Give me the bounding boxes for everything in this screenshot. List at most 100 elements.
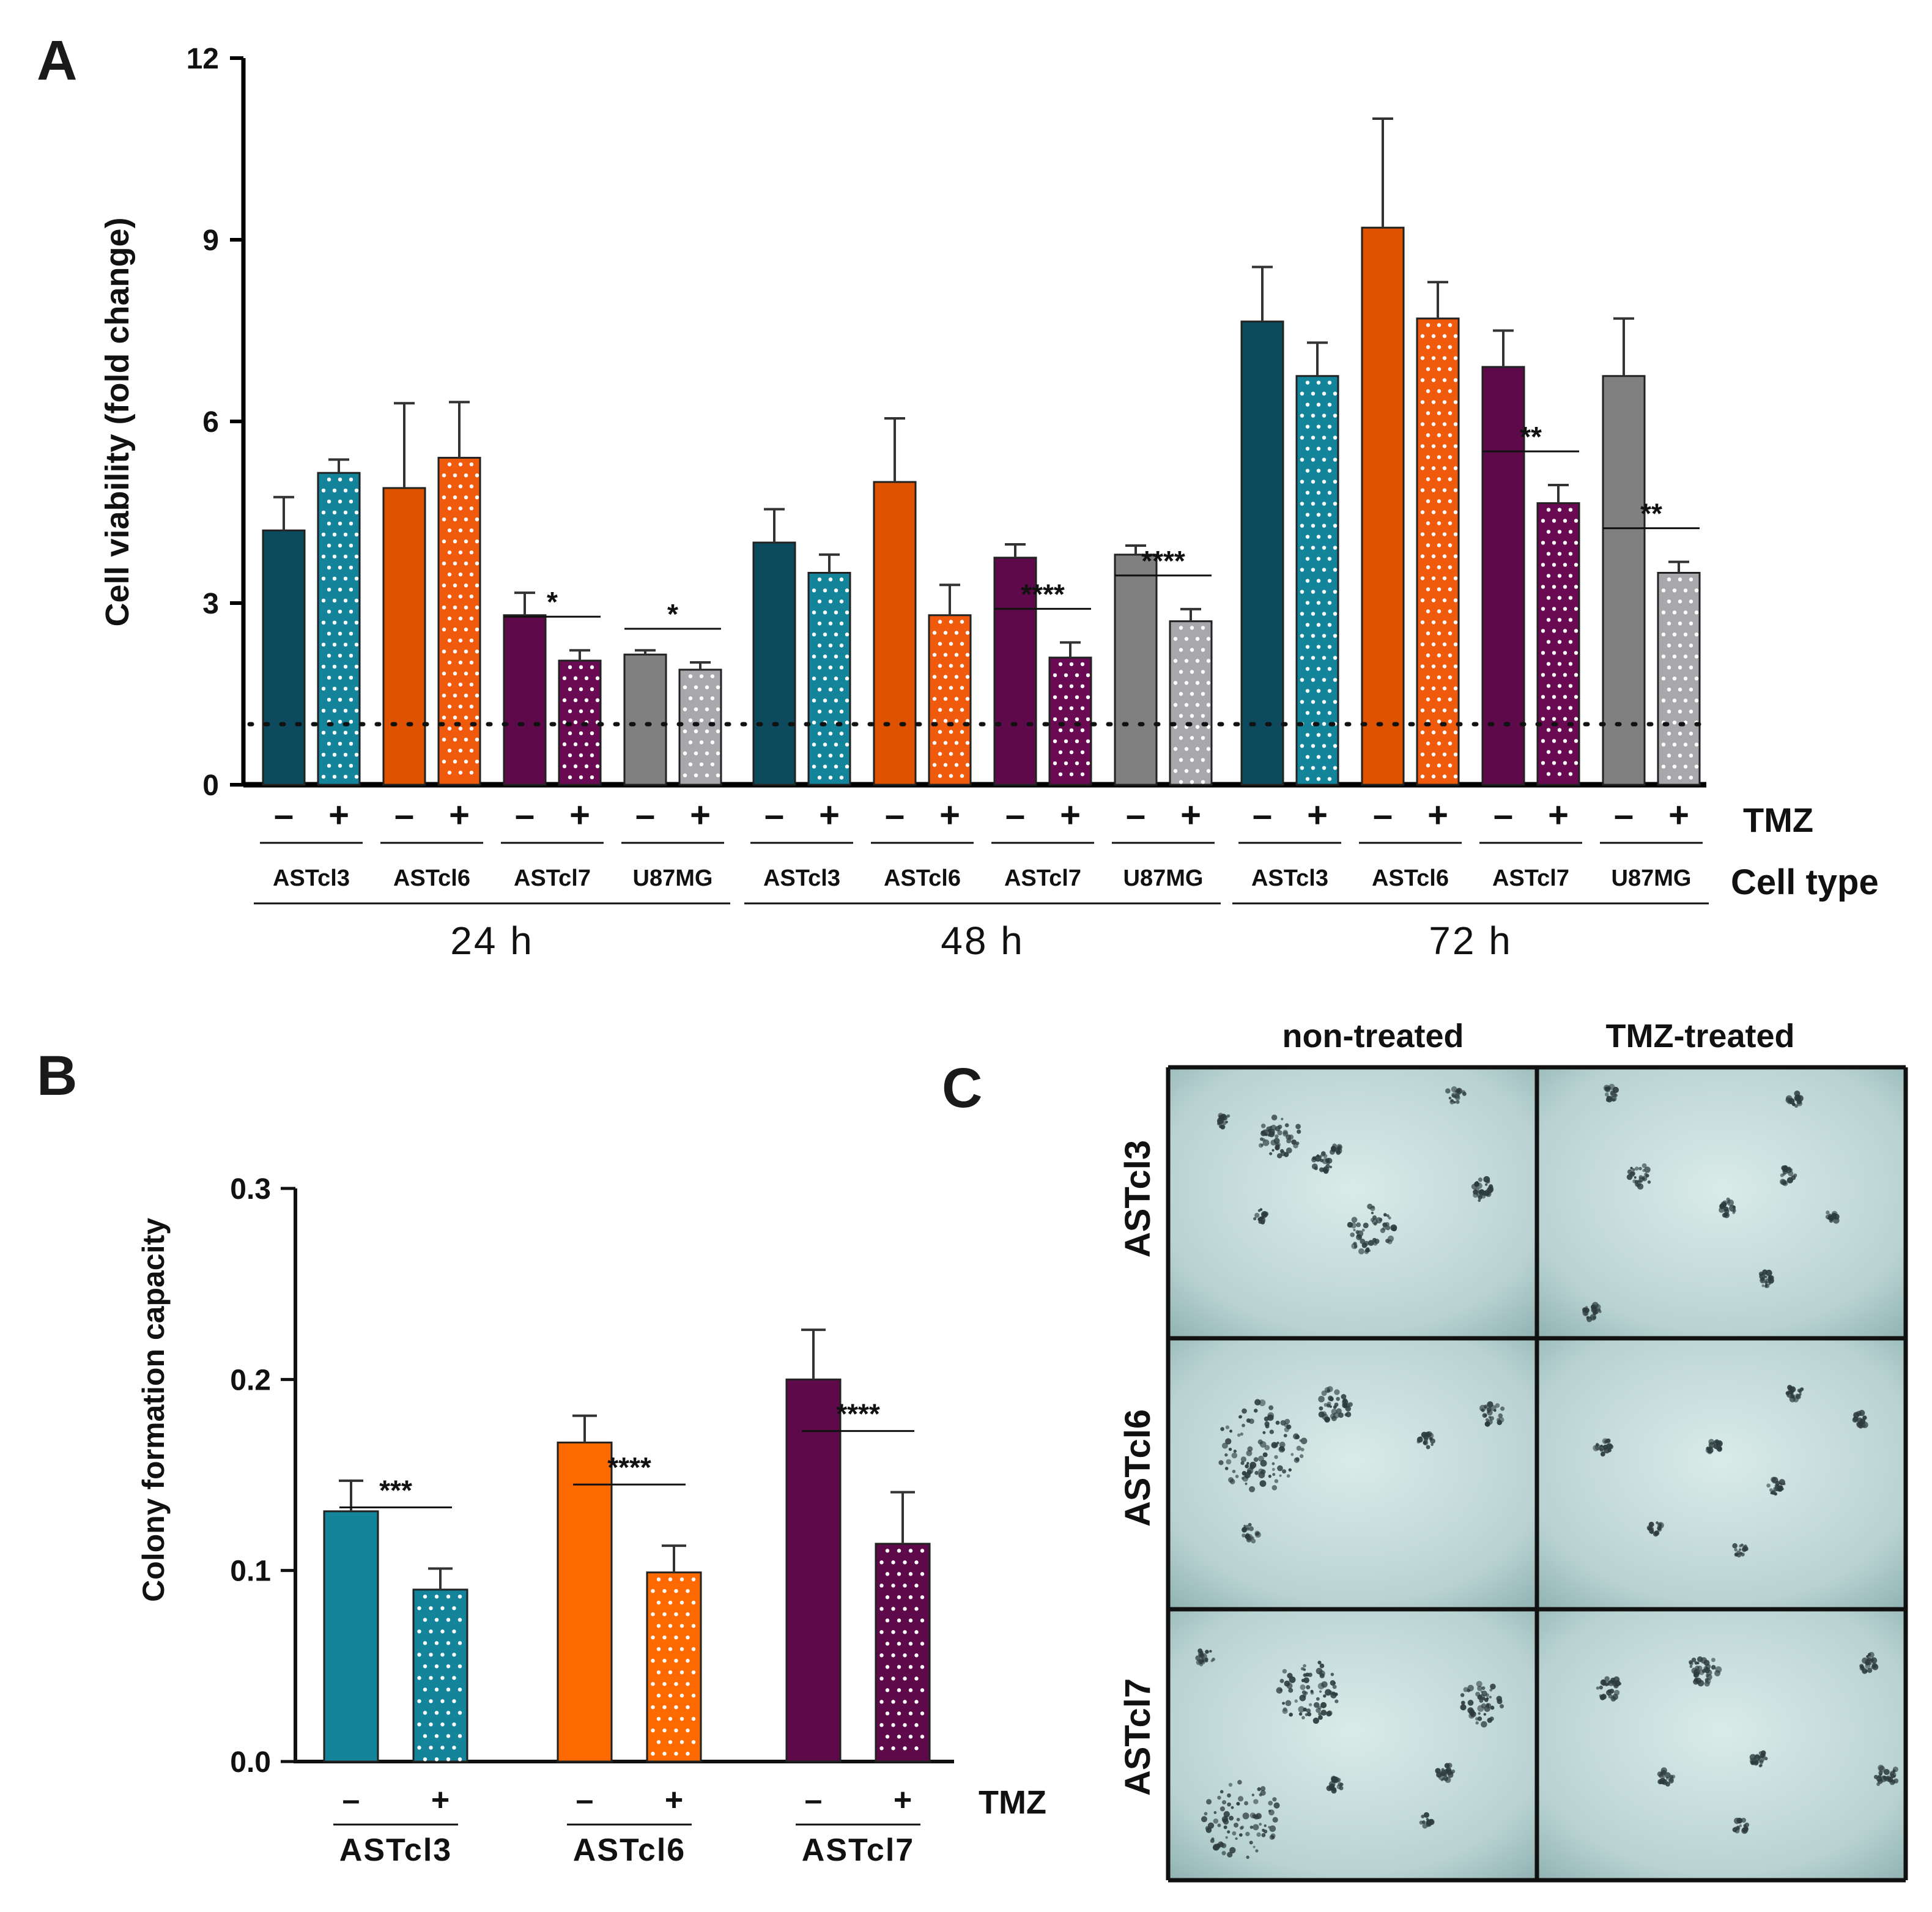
viability-cell-label: ASTcl3 (1251, 865, 1328, 891)
viability-tmz-sign: + (690, 795, 711, 835)
micrograph-colony (1419, 1812, 1435, 1829)
colony-tmz-sign: + (894, 1782, 912, 1818)
viability-cell-label: ASTcl7 (1004, 865, 1081, 891)
viability-error-bar (1493, 329, 1514, 367)
micrograph-tile (1168, 1609, 1537, 1880)
viability-error-bar (764, 508, 785, 543)
micrograph-colony (1471, 1176, 1494, 1202)
viability-y-axis-label: Cell viability (fold change) (99, 217, 136, 626)
viability-tmz-sign: + (1668, 795, 1689, 835)
viability-sig-stars: * (547, 586, 558, 618)
viability-error-bar (1307, 341, 1328, 376)
colony-bar-pattern (417, 1595, 462, 1762)
colony-y-tick-label: 0.1 (230, 1555, 271, 1588)
viability-tmz-sign: – (1253, 795, 1272, 835)
viability-cell-label: ASTcl6 (884, 865, 961, 891)
panel-letter-c: C (942, 1057, 982, 1119)
colony-bar-pattern (879, 1549, 925, 1751)
viability-error-bar (328, 458, 349, 473)
micrograph-background (1168, 1338, 1537, 1609)
viability-bar-pattern (1541, 508, 1579, 776)
viability-error-bar (1613, 317, 1634, 376)
viability-error-bar (273, 495, 294, 531)
colony-bar-pattern (651, 1577, 696, 1756)
micrograph-colony (1780, 1165, 1797, 1187)
micrograph-column-non-treated: non-treated (1282, 1018, 1464, 1054)
viability-cell-label: U87MG (633, 865, 713, 891)
micrograph-grid (1166, 1065, 1908, 1883)
colony-bar (785, 1378, 842, 1763)
viability-tmz-sign: + (1060, 795, 1081, 835)
micrograph-colony (1766, 1477, 1786, 1496)
colony-bar (646, 1571, 702, 1763)
micrograph-colony (1318, 1386, 1353, 1423)
colony-error-bar (572, 1414, 597, 1443)
micrograph-tile (1168, 1338, 1537, 1609)
viability-bar-pattern (812, 577, 849, 780)
micrograph-colony (1276, 1661, 1339, 1724)
micrograph-tile (1537, 1067, 1906, 1338)
micrograph-colony (1435, 1762, 1456, 1784)
colony-error-bar (339, 1479, 363, 1511)
viability-time-label: 48 h (941, 919, 1024, 963)
viability-cell-type-label: Cell type (1731, 862, 1879, 902)
micrograph-colony (1416, 1431, 1435, 1450)
viability-error-bar (514, 591, 535, 615)
colony-tmz-sign: + (665, 1782, 683, 1818)
viability-bar (1416, 317, 1460, 786)
colony-tmz-sign: – (805, 1782, 823, 1818)
micrograph-colony (1596, 1676, 1622, 1702)
micrograph-colony (1785, 1090, 1804, 1108)
micrograph-tile (1537, 1609, 1906, 1880)
colony-error-bar (801, 1328, 826, 1380)
micrograph-colony (1859, 1651, 1879, 1674)
micrograph-colony (1626, 1163, 1651, 1190)
viability-tmz-sign: – (1005, 795, 1025, 835)
viability-cell-label: ASTcl7 (514, 865, 591, 891)
micrograph-colony (1732, 1543, 1749, 1558)
viability-bar-pattern (1420, 323, 1458, 779)
viability-tmz-sign: – (1126, 795, 1146, 835)
viability-time-label: 72 h (1429, 919, 1512, 963)
viability-bar (382, 487, 426, 786)
micrograph-background (1537, 1338, 1906, 1609)
viability-error-bar (819, 553, 840, 573)
panel-letter-a: A (37, 29, 77, 92)
colony-error-bar (428, 1567, 453, 1590)
viability-sig-stars: **** (1021, 578, 1065, 610)
micrograph-column-tmz-treated: TMZ-treated (1606, 1018, 1795, 1054)
viability-error-bar (635, 649, 656, 655)
viability-y-tick-label: 9 (202, 224, 219, 257)
micrograph-colony (1330, 1143, 1343, 1155)
colony-tmz-sign: – (342, 1782, 360, 1818)
micrograph-colony (1582, 1302, 1602, 1322)
micrograph-row-astcl3: ASTcl3 (1118, 1140, 1158, 1258)
colony-bar (412, 1588, 468, 1763)
viability-error-bar (884, 417, 905, 482)
viability-bar (1361, 226, 1405, 786)
viability-tmz-sign: – (635, 795, 655, 835)
colony-tmz-sign: + (431, 1782, 450, 1818)
viability-bar (873, 481, 917, 786)
viability-bar (317, 472, 361, 786)
viability-error-bar (690, 661, 711, 670)
colony-error-bar (662, 1544, 686, 1573)
viability-bar (437, 456, 481, 786)
colony-y-tick-label: 0.2 (230, 1364, 271, 1396)
colony-bar (557, 1441, 613, 1763)
viability-y-tick-label: 6 (202, 406, 219, 439)
colony-tmz-sign: – (576, 1782, 594, 1818)
viability-cell-label: ASTcl3 (273, 865, 350, 891)
viability-tmz-sign: + (449, 795, 470, 835)
viability-bar-pattern (442, 462, 479, 775)
viability-error-bar (394, 402, 415, 488)
viability-error-bar (1252, 265, 1273, 322)
micrograph-colony (1689, 1656, 1722, 1687)
viability-bar (993, 557, 1037, 786)
viability-time-label: 24 h (450, 919, 534, 963)
micrograph-colony (1347, 1203, 1397, 1254)
micrograph-colony (1253, 1208, 1269, 1225)
viability-cell-label: ASTcl6 (393, 865, 470, 891)
